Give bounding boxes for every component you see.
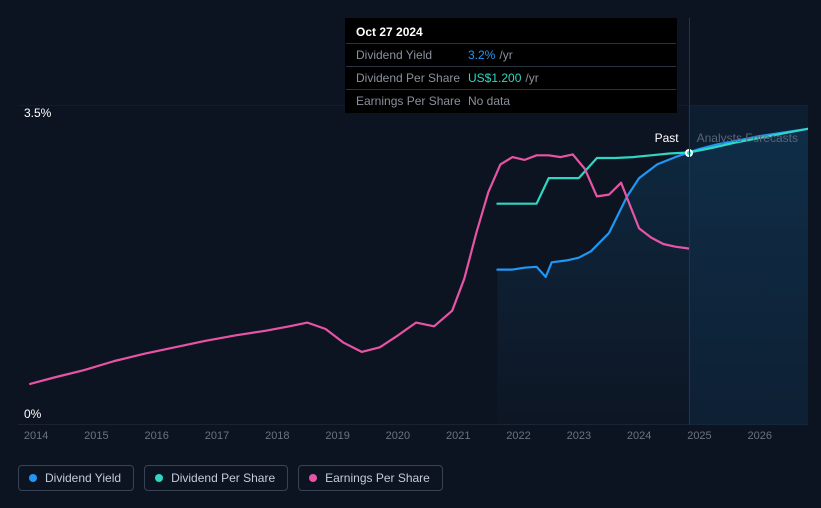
x-axis: 2014 2015 2016 2017 2018 2019 2020 2021 2022 2023… [18, 430, 808, 450]
x-tick: 2017 [205, 430, 229, 442]
legend-dot-icon [29, 474, 37, 482]
tooltip-unit: /yr [499, 48, 512, 62]
legend-label: Dividend Yield [45, 471, 121, 485]
x-tick: 2015 [84, 430, 108, 442]
y-tick-bottom: 0% [24, 407, 41, 421]
x-tick: 2024 [627, 430, 651, 442]
legend-dot-icon [309, 474, 317, 482]
legend: Dividend Yield Dividend Per Share Earnings… [18, 465, 443, 491]
legend-label: Earnings Per Share [325, 471, 430, 485]
legend-label: Dividend Per Share [171, 471, 275, 485]
x-tick: 2025 [687, 430, 711, 442]
tooltip-row: Dividend Yield3.2% /yr [346, 43, 676, 66]
legend-item[interactable]: Dividend Yield [18, 465, 134, 491]
tooltip-unit: /yr [525, 71, 538, 85]
tooltip-key: Dividend Per Share [356, 71, 468, 85]
tooltip-row: Earnings Per ShareNo data [346, 89, 676, 112]
tooltip-vertical-line [689, 18, 690, 425]
x-tick: 2023 [567, 430, 591, 442]
y-tick-top: 3.5% [24, 106, 51, 120]
legend-dot-icon [155, 474, 163, 482]
tooltip-key: Earnings Per Share [356, 94, 468, 108]
tooltip-key: Dividend Yield [356, 48, 468, 62]
x-tick: 2020 [386, 430, 410, 442]
x-tick: 2021 [446, 430, 470, 442]
tooltip-value: US$1.200 [468, 71, 521, 85]
tooltip-value: 3.2% [468, 48, 495, 62]
x-tick: 2018 [265, 430, 289, 442]
tooltip-row: Dividend Per ShareUS$1.200/yr [346, 66, 676, 89]
tooltip-value: No data [468, 94, 510, 108]
x-tick: 2016 [144, 430, 168, 442]
phase-label-past: Past [655, 131, 679, 145]
x-tick: 2022 [506, 430, 530, 442]
legend-item[interactable]: Earnings Per Share [298, 465, 443, 491]
tooltip: Oct 27 2024 Dividend Yield3.2%/yrDividen… [345, 18, 677, 113]
tooltip-date: Oct 27 2024 [346, 19, 676, 43]
x-tick: 2014 [24, 430, 48, 442]
phase-label-forecast: Analysts Forecasts [697, 131, 798, 145]
x-tick: 2026 [748, 430, 772, 442]
legend-item[interactable]: Dividend Per Share [144, 465, 288, 491]
x-tick: 2019 [325, 430, 349, 442]
